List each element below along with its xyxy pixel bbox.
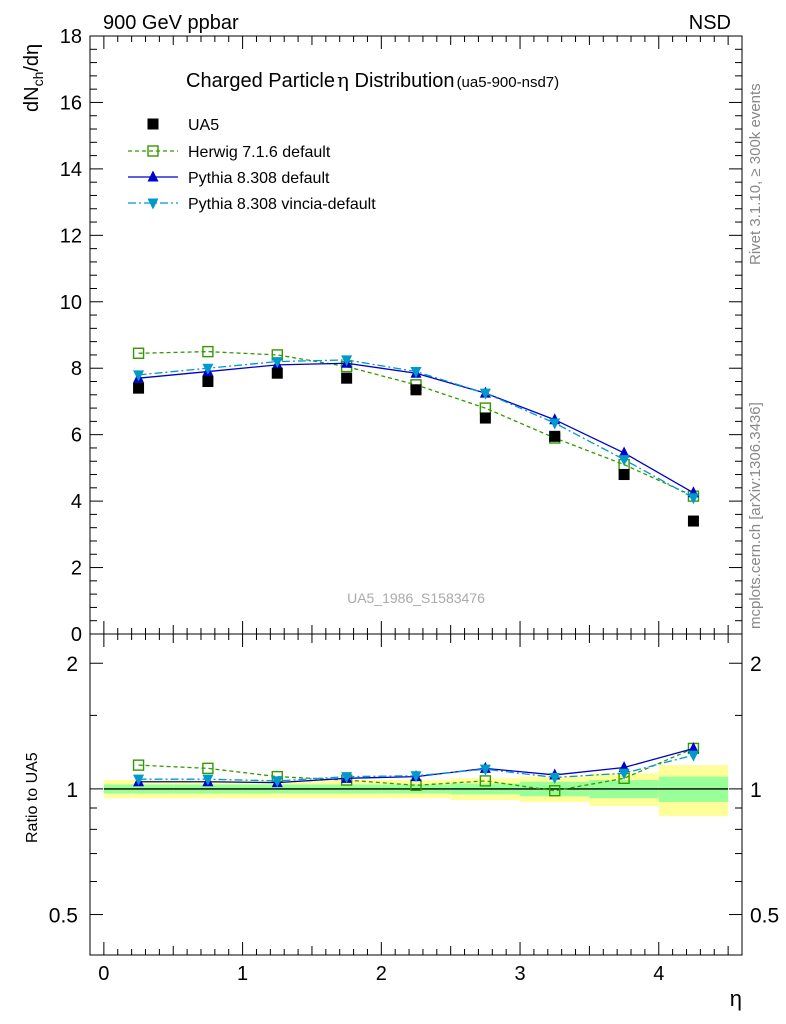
legend-label-data: UA5 [188,117,219,134]
ratio-ylabel: Ratio to UA5 [24,752,41,843]
ratio-xtick-label: 1 [237,963,248,985]
data-point-data [549,430,561,442]
main-ylabel: dNch/dη [21,44,46,112]
legend-label-pythia: Pythia 8.308 default [188,170,330,187]
data-point-vincia [618,455,630,467]
ratio-point-herwig [132,759,145,771]
ratio-point-vincia [618,768,630,780]
legend-marker-herwig [147,145,159,157]
data-point-vincia [410,367,422,379]
ratio-point-herwig [202,762,214,775]
ratio-point-vincia [549,772,561,784]
ratio-point-vincia [133,774,145,786]
data-point-herwig [479,402,492,414]
ratio-point-pythia [687,741,699,753]
data-point-data [271,367,283,379]
rivet-label: Rivet 3.1.10, ≥ 300k events [747,83,764,265]
ratio-ytick-label-left: 1 [66,779,78,802]
main-ylabel-suffix: /dη [21,44,43,72]
ratio-point-herwig [479,775,492,787]
chart-title-symbol: η [337,68,349,92]
ratio-point-vincia [341,772,353,784]
main-ytick-label: 14 [60,159,82,181]
ratio-xtick-label: 3 [514,963,525,985]
main-ytick-label: 4 [71,491,82,513]
legend-label-herwig: Herwig 7.1.6 default [188,144,331,161]
analysis-watermark: UA5_1986_S1583476 [347,590,485,606]
ratio-xtick-label: 2 [376,963,387,985]
ratio-point-vincia [687,750,699,762]
main-ytick-label: 0 [71,624,82,646]
data-point-vincia [133,370,145,382]
data-point-data [133,382,145,394]
header-left: 900 GeV ppbar [103,12,239,34]
ratio-ytick-label-left: 2 [66,653,78,676]
mcplots-label: mcplots.cern.ch [arXiv:1306.3436] [747,402,764,629]
main-ylabel-sub: ch [30,72,46,87]
data-point-data [202,376,214,388]
ratio-frame [89,633,743,956]
data-point-vincia [549,418,561,430]
ratio-ytick-label-right: 0.5 [750,905,779,928]
chart-title-suffix: Distribution [349,70,455,92]
header-right: NSD [689,12,731,34]
data-point-data [410,384,422,396]
main-ytick-label: 6 [71,425,82,447]
data-point-data [341,372,353,384]
legend-marker-data [147,118,159,130]
main-ytick-label: 2 [71,558,82,580]
series-line-pythia [138,362,694,494]
data-point-vincia [687,493,699,505]
x-axis-label: η [730,986,742,1011]
ratio-xtick-label: 0 [98,963,109,985]
main-ytick-label: 10 [60,292,82,314]
legend-marker-vincia [147,198,159,210]
ratio-point-vincia [410,771,422,783]
data-point-vincia [341,355,353,367]
legend: UA5 Herwig 7.1.6 default Pythia 8.308 defa… [128,117,376,213]
data-point-data [687,515,699,527]
main-ytick-label: 18 [60,26,82,48]
main-panel: 0 2 4 6 8 10 12 14 16 18 Charged Particle η Distri… [21,26,743,646]
ratio-line-herwig [138,747,694,792]
chart-title-prefix: Charged Particle [186,70,335,92]
data-point-pythia [618,446,630,458]
data-point-vincia [479,388,491,400]
ratio-point-vincia [202,774,214,786]
ratio-ytick-label-left: 0.5 [49,905,78,928]
data-point-herwig [202,345,214,358]
main-ytick-label: 12 [60,225,82,247]
chart-title-tag: (ua5-900-nsd7) [457,74,560,91]
ratio-xtick-label: 4 [653,963,664,985]
data-point-data [479,412,491,424]
ratio-point-vincia [271,776,283,788]
ratio-ytick-label-right: 1 [750,779,762,802]
chart-title: Charged Particle η Distribution (ua5-900-n… [186,68,559,92]
ratio-ytick-label-right: 2 [750,653,762,676]
data-point-vincia [202,363,214,375]
main-ytick-label: 8 [71,358,82,380]
main-ylabel-base: dN [21,86,43,112]
main-ytick-label: 16 [60,92,82,114]
data-point-data [618,469,630,481]
ratio-point-vincia [479,764,491,776]
data-point-vincia [271,357,283,369]
ratio-point-herwig [549,785,561,797]
legend-label-vincia: Pythia 8.308 vincia-default [188,196,376,213]
series-line-vincia [138,359,694,499]
data-point-herwig [132,347,145,359]
legend-marker-pythia [147,170,159,182]
ratio-panel: 0.5 0.5 1 1 2 2 0 1 2 3 4 Ratio to UA5 η [24,633,779,1011]
